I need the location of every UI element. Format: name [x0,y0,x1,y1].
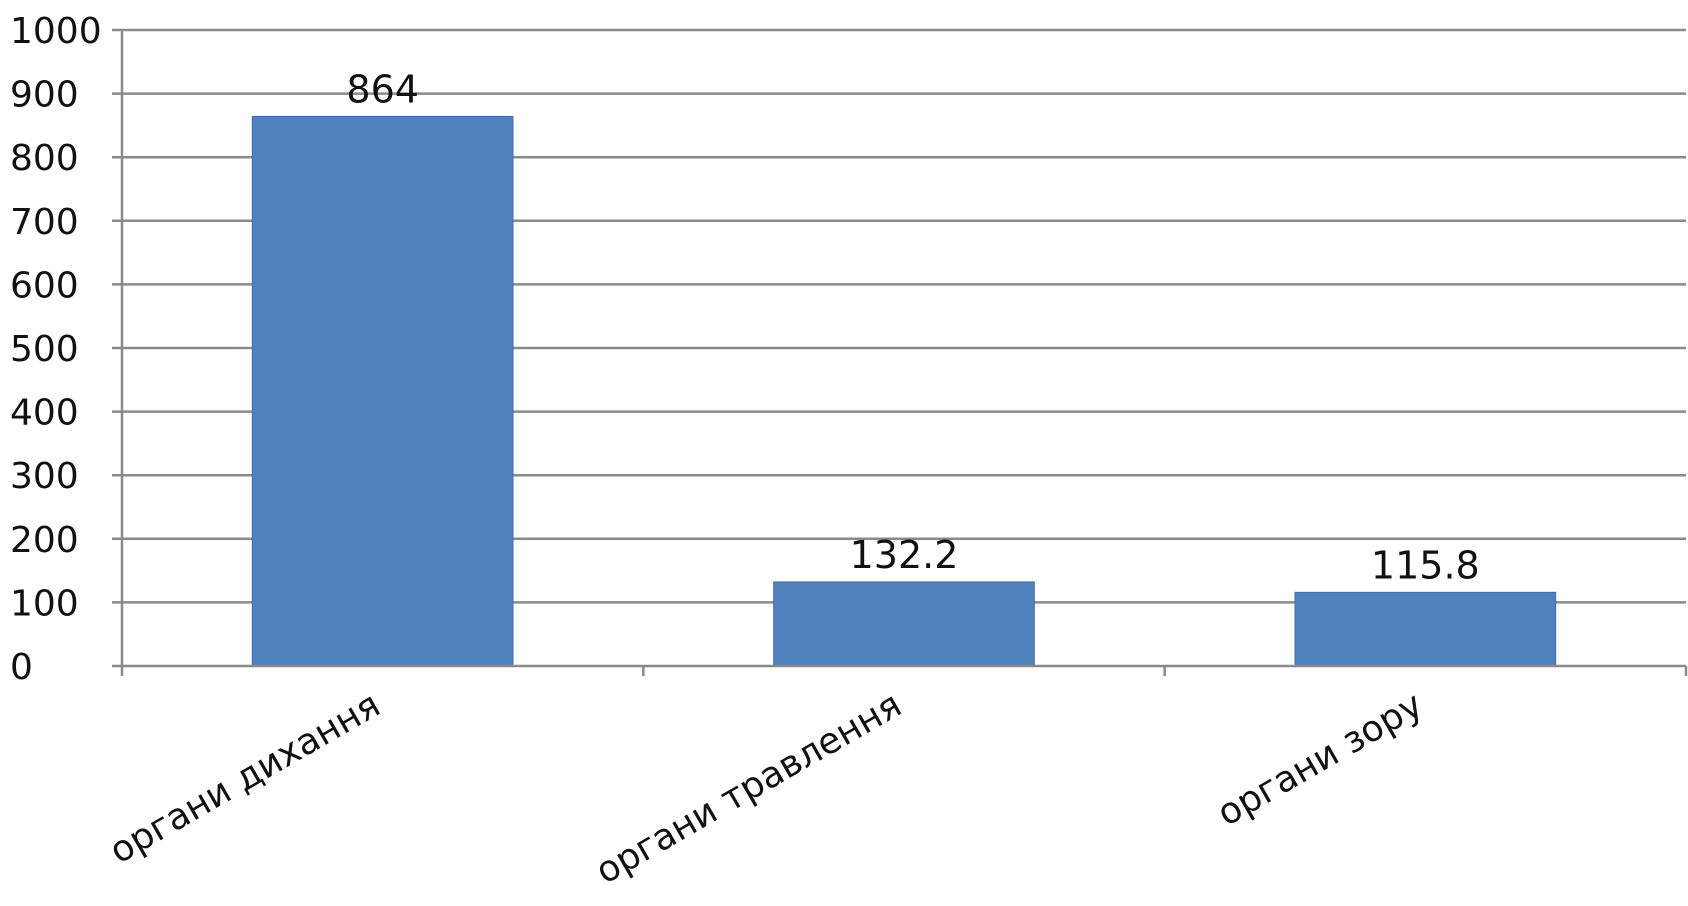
y-tick-label: 300 [10,456,79,497]
x-category-label: органи зору [1211,684,1430,834]
x-category-label: органи дихання [103,684,387,872]
data-label: 115.8 [1371,543,1480,587]
y-tick-label: 100 [10,583,79,624]
data-labels: 864 132.2 115.8 [346,67,1479,587]
y-tick-label: 800 [10,138,79,179]
y-tick-label: 200 [10,520,79,561]
bar [1294,591,1557,667]
bars [251,115,1557,667]
y-tick-label: 0 [10,647,33,688]
bar [251,115,514,667]
y-tick-label: 1000 [10,11,102,52]
x-category-label: органи травлення [589,684,908,892]
bar [773,581,1035,667]
data-label: 132.2 [850,533,959,577]
y-tick-label: 900 [10,75,79,116]
y-tick-label: 600 [10,265,79,306]
x-axis [112,30,1688,676]
y-axis-ticks: 0 100 200 300 400 500 600 700 800 900 1000 [10,11,102,688]
data-label: 864 [346,67,419,111]
y-tick-label: 400 [10,393,79,434]
y-tick-label: 500 [10,329,79,370]
y-tick-label: 700 [10,202,79,243]
category-labels: органи дихання органи травлення органи зор… [103,684,1430,892]
